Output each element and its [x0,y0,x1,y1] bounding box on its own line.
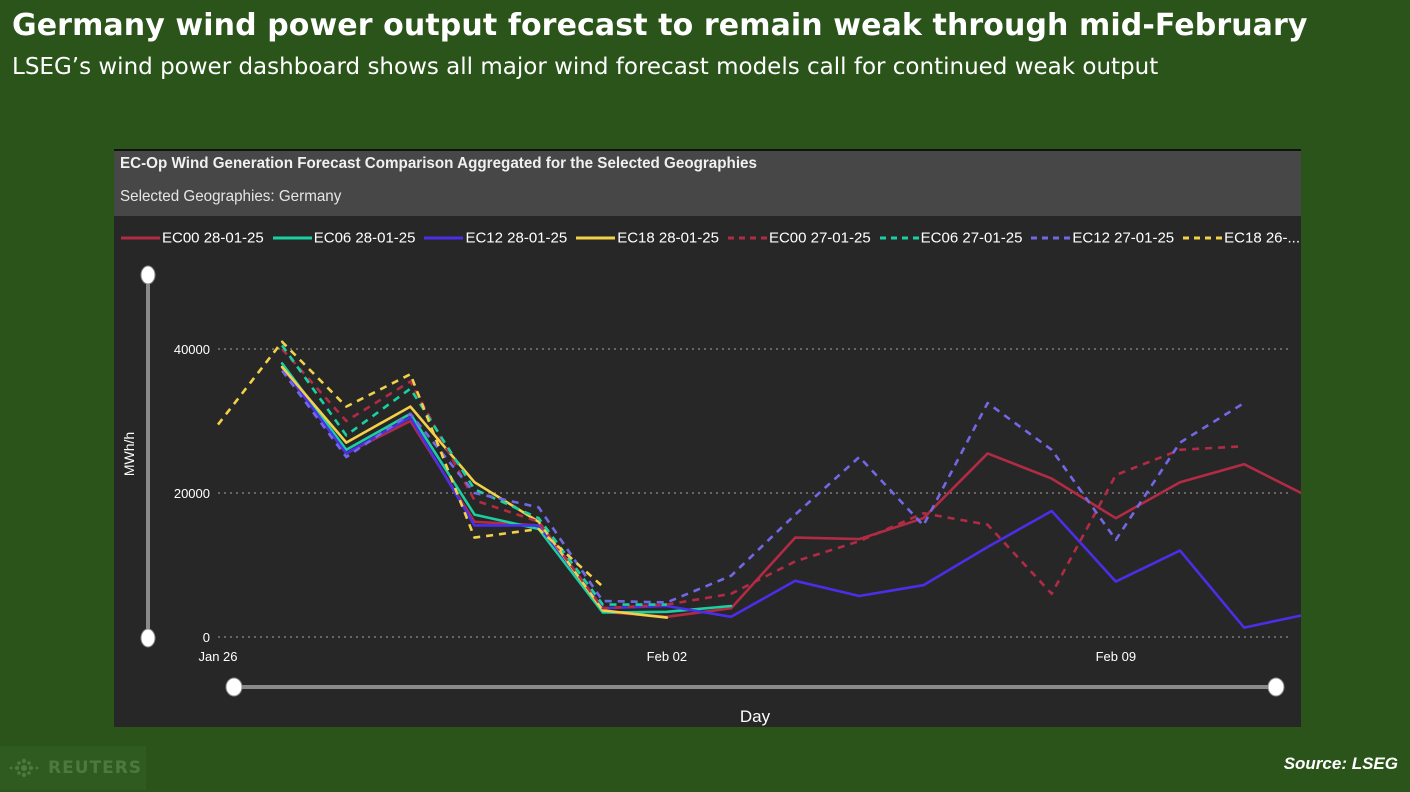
legend-swatch [272,236,312,240]
panel-title: EC-Op Wind Generation Forecast Compariso… [120,155,757,172]
y-tick-label: 40000 [174,342,210,357]
vertical-slider-handle-bottom[interactable] [140,628,156,648]
legend-swatch [121,236,160,240]
series-line-ec06-28-01-25 [280,362,733,614]
legend-swatch [576,236,616,240]
legend-label: EC00 28-01-25 [162,229,264,247]
x-tick-label: Feb 02 [647,649,687,664]
series-line-ec12-28-01-25 [280,365,1301,629]
chart-plot: 0 20000 40000 Jan 26 Feb 02 Feb 09 MWh/h Day [121,265,1301,726]
y-axis-title: MWh/h [121,432,137,476]
series-line-ec18-26 [216,340,604,588]
series-line-ec18-28-01-25 [280,365,669,619]
legend-label: EC18 28-01-25 [617,229,719,247]
vertical-range-slider[interactable] [140,265,156,648]
reuters-dots-icon [9,758,39,778]
series-line-ec12-27-01-25 [281,369,1245,604]
x-axis-title: Day [740,707,771,726]
series-line-ec06-27-01-25 [281,344,667,606]
vertical-slider-handle-top[interactable] [140,265,156,285]
source-note: Source: LSEG [1283,754,1398,773]
x-tick-label: Feb 09 [1096,649,1136,664]
y-tick-labels: 0 20000 40000 [174,342,210,645]
legend-item[interactable]: EC18 28-01-25 [575,229,719,247]
legend-item[interactable]: EC18 26-... [1182,229,1300,247]
panel-header: EC-Op Wind Generation Forecast Compariso… [114,149,1301,216]
chart-subheadline: LSEG’s wind power dashboard shows all ma… [12,54,1159,80]
horizontal-slider-handle-left[interactable] [225,677,243,697]
reuters-logo: REUTERS [0,746,146,790]
x-tick-label: Jan 26 [198,649,237,664]
legend-item[interactable]: EC12 28-01-25 [423,229,567,247]
panel-subtitle: Selected Geographies: Germany [120,188,342,205]
legend-label: EC00 27-01-25 [768,229,871,247]
horizontal-slider-handle-right[interactable] [1267,677,1285,697]
chart-headline: Germany wind power output forecast to re… [12,8,1308,43]
grid-lines [218,348,1289,638]
legend-item[interactable]: EC06 28-01-25 [272,229,416,247]
y-tick-label: 20000 [174,486,210,501]
legend-item[interactable]: EC12 27-01-25 [1030,229,1174,247]
horizontal-range-slider[interactable] [225,677,1285,697]
chart-legend: EC00 28-01-25 EC06 28-01-25 EC12 28-01-25 E… [120,229,1308,249]
legend-label: EC12 28-01-25 [465,229,568,247]
legend-label: EC18 26-... [1224,229,1301,247]
reuters-logo-text: REUTERS [48,758,143,778]
legend-swatch [424,236,464,240]
legend-label: EC06 27-01-25 [920,229,1023,247]
series-lines [216,340,1301,629]
y-tick-label: 0 [203,630,210,645]
legend-label: EC12 27-01-25 [1072,229,1175,247]
legend-item[interactable]: EC00 27-01-25 [727,229,871,247]
dashboard-panel: EC-Op Wind Generation Forecast Compariso… [114,149,1301,727]
legend-label: EC06 28-01-25 [313,229,416,247]
x-tick-labels: Jan 26 Feb 02 Feb 09 [198,649,1136,664]
legend-item[interactable]: EC00 28-01-25 [120,229,264,247]
series-line-ec00-27-01-25 [281,348,1245,610]
legend-item[interactable]: EC06 27-01-25 [879,229,1023,247]
